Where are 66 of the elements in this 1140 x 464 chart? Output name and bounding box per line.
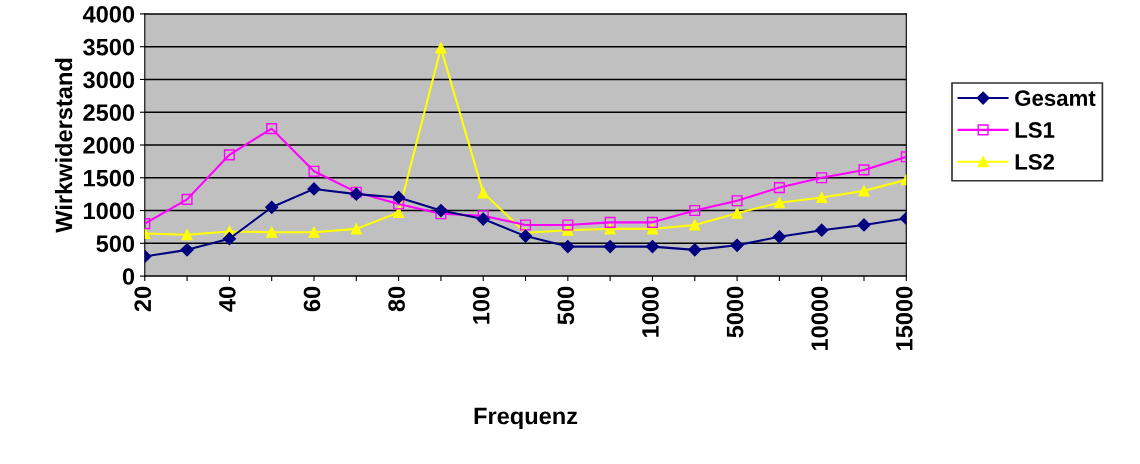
x-axis-title: Frequenz (474, 407, 578, 430)
legend-label: LS2 (1015, 153, 1055, 170)
x-tick-label: 80 (388, 286, 405, 312)
x-tick-label: 60 (303, 286, 321, 312)
x-tick-label: 20 (134, 286, 152, 312)
point (308, 165, 320, 177)
y-tick-label: 1500 (84, 169, 135, 187)
y-tick-label: 2000 (83, 137, 135, 154)
point (393, 206, 405, 219)
y-tick-label: 1000 (84, 202, 135, 220)
point (435, 42, 447, 54)
point (393, 198, 405, 210)
x-tick-label: 15000 (895, 286, 913, 350)
legend-label: LS1 (1015, 122, 1055, 138)
y-axis-title: Wirkwiderstand (54, 58, 73, 233)
point (518, 229, 533, 243)
point (181, 193, 193, 205)
point (223, 149, 235, 161)
x-tick-label: 5000 (726, 286, 744, 338)
point (519, 219, 532, 231)
y-tick-label: 3000 (83, 71, 135, 89)
y-tick-label: 4000 (82, 5, 135, 23)
point (392, 190, 406, 205)
point (308, 226, 320, 238)
y-tick-label: 2500 (83, 104, 135, 122)
point (816, 191, 828, 203)
point (816, 172, 828, 184)
point (646, 216, 659, 228)
point (222, 232, 236, 246)
point (645, 239, 660, 254)
y-tick-label: 3500 (83, 38, 135, 56)
point (603, 239, 617, 254)
point (350, 223, 362, 235)
point (858, 185, 870, 197)
point (307, 182, 321, 196)
point (181, 229, 193, 241)
point (815, 223, 829, 237)
point (731, 207, 743, 219)
x-tick-label: 100 (472, 286, 490, 324)
point (562, 219, 574, 231)
point (265, 200, 279, 214)
x-tick-label: 1000 (642, 286, 659, 337)
point (604, 216, 616, 228)
x-tick-label: 40 (219, 286, 236, 312)
point (689, 219, 701, 231)
point (772, 230, 786, 244)
point (688, 243, 702, 257)
y-tick-label: 500 (96, 235, 135, 253)
point (689, 204, 701, 217)
point (434, 203, 448, 218)
point (731, 195, 743, 207)
point (476, 212, 490, 226)
point (266, 226, 278, 238)
x-tick-label: 500 (557, 286, 575, 325)
point (477, 187, 489, 199)
x-tick-label: 10000 (811, 286, 829, 350)
point (266, 123, 278, 135)
point (857, 218, 871, 232)
point (858, 164, 870, 176)
point (180, 243, 194, 257)
legend-label: Gesamt (1015, 90, 1096, 107)
point (561, 239, 575, 254)
y-tick-label: 0 (122, 268, 135, 285)
point (773, 197, 785, 209)
point (730, 238, 744, 252)
point (773, 182, 785, 194)
